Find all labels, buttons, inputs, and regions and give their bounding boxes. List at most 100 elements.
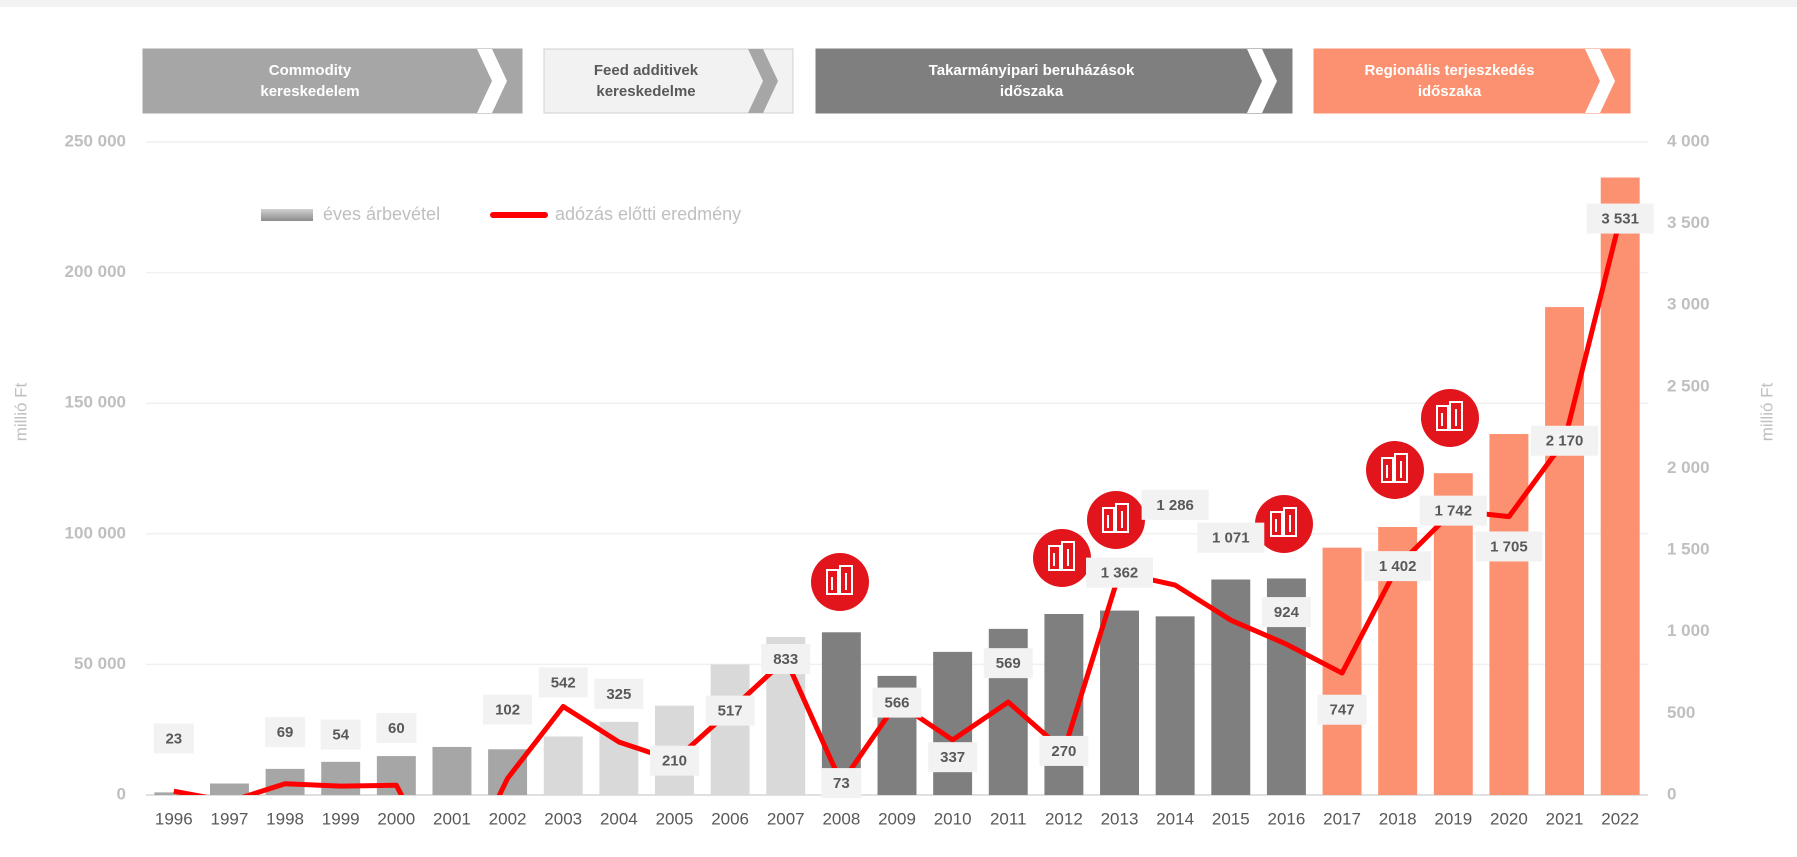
x-tick-label: 2016 [1267,809,1305,828]
data-label: 1 705 [1490,538,1528,555]
bar [1155,616,1195,795]
data-label: 60 [388,720,405,737]
y-tick-label: 250 000 [65,131,126,150]
data-label-box [1261,597,1311,628]
data-label: 73 [833,775,850,792]
data-label-box [1531,425,1599,456]
phase-label: Feed additivek [594,62,699,79]
x-tick-label: 2017 [1323,809,1361,828]
data-label-box [761,644,811,675]
bar [209,783,249,795]
phase-chevron [1247,49,1277,113]
x-tick-label: 2012 [1045,809,1083,828]
data-label-box [1141,489,1209,520]
y-tick-label: 0 [117,784,126,803]
y2-tick-label: 0 [1667,784,1676,803]
x-tick-label: 2011 [990,809,1027,828]
data-label: 1 071 [1212,530,1250,547]
bar [321,761,361,795]
bar [1211,579,1251,795]
x-tick-label: 2019 [1434,809,1472,828]
data-label-box [594,678,644,709]
phase-label: Regionális terjeszkedés [1364,62,1534,79]
y2-tick-label: 2 000 [1667,458,1710,477]
data-label: 69 [277,724,294,741]
x-tick-label: 2008 [822,809,860,828]
y-tick-label: 150 000 [65,393,126,412]
x-tick-label: 1997 [211,809,249,828]
data-label-box [483,694,533,725]
y2-tick-label: 1 000 [1667,621,1710,640]
data-label: 833 [773,651,798,668]
data-label: 1 286 [1156,497,1194,514]
x-tick-label: 2009 [878,809,916,828]
data-label-box [928,742,978,773]
phase-chevron [748,49,778,113]
data-label: 23 [165,730,182,747]
data-label-box [265,717,306,748]
y-tick-label: 100 000 [65,523,126,542]
x-tick-label: 2004 [600,809,638,828]
x-tick-label: 2021 [1546,809,1584,828]
legend-label: adózás előtti eredmény [555,204,741,224]
x-tick-label: 2000 [377,809,415,828]
data-label-box [1039,735,1089,766]
phase-chevron [477,49,507,113]
x-tick-label: 1998 [266,809,304,828]
phase-banner [1313,48,1631,114]
data-label-box [538,667,588,698]
data-label: 542 [551,674,576,691]
x-tick-label: 2022 [1601,809,1639,828]
data-label-box [649,745,699,776]
bar [710,664,750,795]
data-label-box [1086,557,1154,588]
bar [488,749,528,795]
x-tick-label: 2013 [1101,809,1139,828]
data-label-box [1586,203,1654,234]
data-label: 569 [996,655,1021,672]
data-label-box [1419,495,1487,526]
phase-chevron [1585,49,1615,113]
bar [432,746,472,795]
y2-tick-label: 2 500 [1667,376,1710,395]
x-tick-label: 2015 [1212,809,1250,828]
phase-label: Takarmányipari beruházások [929,62,1135,79]
data-label-box [153,723,194,754]
y2-axis-title: millió Ft [1757,382,1776,441]
data-label-box [705,695,755,726]
y-axis-title: millió Ft [11,382,30,441]
data-label: 1 362 [1101,565,1139,582]
data-label: 325 [606,686,631,703]
phase-banner [543,48,794,114]
data-label: 517 [718,703,743,720]
data-label: 1 742 [1435,503,1473,520]
bar [1100,610,1139,795]
phase-label: kereskedelme [596,83,695,100]
phase-label: időszaka [1418,83,1482,100]
x-tick-label: 2014 [1156,809,1194,828]
x-tick-label: 2001 [433,809,471,828]
top-strip [0,0,1797,7]
data-label: 566 [884,695,909,712]
data-label: 337 [940,749,965,766]
data-label-box [320,719,361,750]
data-label-box [1197,522,1265,553]
phase-banner [815,48,1293,114]
x-tick-label: 2010 [934,809,972,828]
phase-banner [142,48,523,114]
data-label: 1 402 [1379,558,1417,575]
x-tick-label: 2007 [767,809,805,828]
y-tick-label: 50 000 [74,654,126,673]
x-tick-label: 2005 [656,809,694,828]
x-tick-label: 2002 [489,809,527,828]
bar [543,736,583,795]
y2-tick-label: 3 500 [1667,213,1710,232]
y2-tick-label: 1 500 [1667,540,1710,559]
phase-label: Commodity [269,62,352,79]
phase-label: időszaka [1000,83,1064,100]
data-label-box [872,687,922,718]
data-label: 54 [332,727,349,744]
data-label-box [1317,694,1367,725]
y2-tick-label: 4 000 [1667,131,1710,150]
